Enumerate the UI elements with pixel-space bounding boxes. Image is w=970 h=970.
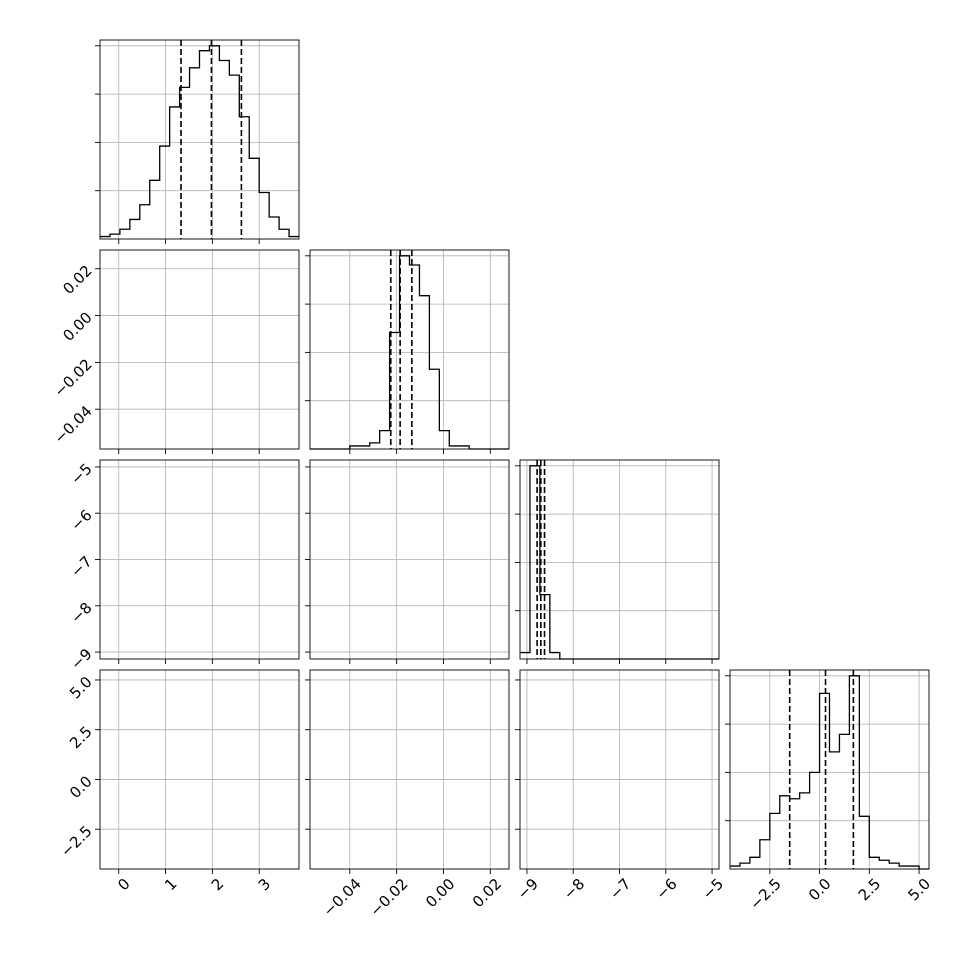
grid-lines <box>100 460 299 659</box>
y-tick-label: 2.5 <box>66 723 96 753</box>
histogram-panel-3: −2.5 0.0 2.5 5.0 <box>725 669 934 913</box>
y-tick-label: −0.02 <box>50 355 95 400</box>
x-tick-label: −5 <box>699 875 727 903</box>
grid-lines <box>520 465 719 612</box>
y-tick-label: −5 <box>67 460 95 488</box>
x-tick-label: 3 <box>255 875 274 894</box>
panel-frame <box>729 669 930 870</box>
grid-lines <box>526 460 713 659</box>
scatter-panel-1-2 <box>305 459 510 664</box>
y-tick-label: 0.00 <box>59 308 95 344</box>
x-tick-label: 0 <box>114 875 133 894</box>
histogram-panel-1 <box>305 249 510 454</box>
y-tick-label: 0.0 <box>66 772 96 802</box>
histogram-step-line <box>310 255 509 450</box>
grid-lines <box>769 670 920 869</box>
x-tick-label: −6 <box>652 875 680 903</box>
grid-lines <box>100 45 299 192</box>
grid-lines <box>100 250 299 449</box>
grid-lines <box>118 40 260 239</box>
panel-frame <box>99 249 300 450</box>
x-tick-label: −2.5 <box>746 875 784 913</box>
y-tick-label: −8 <box>67 599 95 627</box>
x-tick-label: 2 <box>208 875 227 894</box>
scatter-panel-0-3: 0 1 2 3 −2.5 0.0 2.5 5.0 <box>57 669 300 894</box>
grid-lines <box>100 670 299 869</box>
x-tick-label: −8 <box>560 875 588 903</box>
x-tick-label: −9 <box>514 875 542 903</box>
histogram-step-line <box>730 675 929 870</box>
y-tick-label: −0.04 <box>50 402 95 447</box>
y-tick-label: −6 <box>67 506 95 534</box>
y-tick-label: −2.5 <box>57 822 95 860</box>
x-tick-label: −0.04 <box>320 875 365 920</box>
panel-frame <box>309 249 510 450</box>
x-tick-label: −7 <box>606 875 634 903</box>
panel-frame <box>99 669 300 870</box>
grid-lines <box>310 255 509 402</box>
grid-lines <box>310 460 509 659</box>
x-tick-label: 5.0 <box>904 875 934 905</box>
histogram-step-line <box>100 45 299 238</box>
histogram-panel-0 <box>95 39 300 244</box>
scatter-panel-1-3: −0.04 −0.02 0.00 0.02 <box>305 669 510 920</box>
x-tick-label: 0.0 <box>805 875 835 905</box>
grid-lines <box>310 670 509 869</box>
x-tick-label: 2.5 <box>855 875 885 905</box>
scatter-panel-0-1: −0.04−0.02 0.00 0.02 <box>50 249 300 454</box>
y-tick-label: −7 <box>67 552 95 580</box>
x-tick-label: 0.00 <box>422 875 458 911</box>
y-tick-label: −9 <box>67 645 95 673</box>
scatter-panel-0-2: −9 −8 −7 −6 −5 <box>67 459 300 673</box>
y-tick-label: 5.0 <box>66 673 96 703</box>
x-tick-label: 0.02 <box>469 875 505 911</box>
x-tick-label: −0.02 <box>366 875 411 920</box>
scatter-panel-2-3: −9 −8 −7 −6 −5 <box>514 669 727 903</box>
y-tick-label: 0.02 <box>59 262 95 298</box>
panel-frame <box>99 39 300 240</box>
panel-frame <box>309 669 510 870</box>
grid-lines <box>349 250 491 449</box>
histogram-panel-2 <box>515 459 720 664</box>
x-tick-label: 1 <box>161 875 180 894</box>
grid-lines <box>520 670 719 869</box>
